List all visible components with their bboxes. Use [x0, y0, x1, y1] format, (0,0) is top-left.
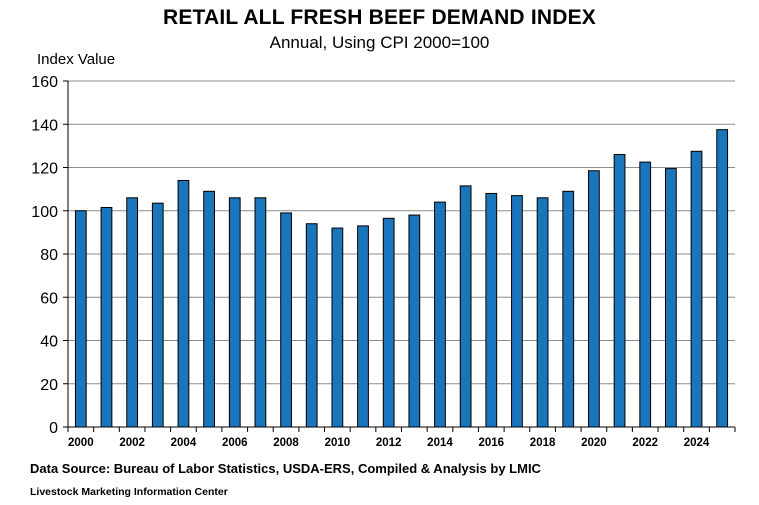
x-tick-label: 2008: [273, 437, 299, 449]
y-tick-label: 140: [31, 117, 58, 134]
credit-note: Livestock Marketing Information Center: [30, 486, 228, 498]
bar-2014: [434, 201, 446, 428]
chart-subtitle: Annual, Using CPI 2000=100: [269, 33, 490, 52]
data-source-note: Data Source: Bureau of Labor Statistics,…: [30, 461, 541, 476]
x-tick-label: 2004: [171, 437, 197, 449]
y-tick-label: 100: [31, 204, 58, 221]
x-tick-label: 2002: [119, 437, 145, 449]
bar-2013: [408, 214, 421, 428]
bar-2024: [690, 150, 703, 428]
x-tick-label: 2000: [68, 437, 94, 449]
bar-2019: [562, 190, 575, 428]
bar-2003: [151, 202, 164, 428]
bar-2015: [459, 185, 472, 428]
bar-2025: [716, 129, 729, 428]
bar-2023: [664, 168, 677, 428]
x-tick-label: 2016: [478, 437, 504, 449]
x-tick-label: 2014: [427, 437, 453, 449]
bar-2020: [588, 170, 600, 428]
y-tick-label: 20: [40, 377, 58, 394]
bar-2004: [177, 179, 190, 428]
y-tick-label: 40: [40, 334, 58, 351]
bar-2007: [254, 197, 267, 428]
bar-2008: [280, 212, 292, 428]
bar-2011: [357, 225, 369, 428]
x-tick-label: 2018: [530, 437, 556, 449]
bar-2010: [331, 227, 344, 428]
chart-title: RETAIL ALL FRESH BEEF DEMAND INDEX: [162, 6, 597, 29]
bar-2021: [613, 154, 626, 428]
bar-2009: [305, 223, 318, 428]
chart-plot: Index Value 0 20 40 60 80 100 120 140 160 2000 20…: [31, 51, 736, 449]
y-tick-label: 80: [40, 247, 58, 264]
bar-2016: [485, 192, 498, 428]
bar-2001: [100, 207, 113, 428]
bar-2000: [74, 210, 87, 428]
bar-2018: [536, 197, 549, 428]
bar-2012: [382, 217, 395, 428]
x-tick-label: 2010: [325, 437, 351, 449]
x-tick-label: 2020: [581, 437, 607, 449]
y-tick-label: 160: [31, 74, 58, 91]
bar-2017: [511, 195, 523, 428]
y-axis-label: Index Value: [37, 51, 115, 68]
y-tick-label: 60: [40, 290, 58, 307]
bar-2006: [228, 197, 241, 428]
bar-2005: [203, 190, 215, 428]
y-tick-label: 120: [31, 161, 58, 178]
x-tick-label: 2006: [222, 437, 248, 449]
x-tick-label: 2022: [632, 437, 658, 449]
x-tick-label: 2024: [684, 437, 710, 449]
y-tick-label: 0: [49, 420, 58, 437]
bar-2002: [126, 197, 139, 428]
bar-2022: [639, 161, 652, 428]
x-tick-label: 2012: [376, 437, 402, 449]
